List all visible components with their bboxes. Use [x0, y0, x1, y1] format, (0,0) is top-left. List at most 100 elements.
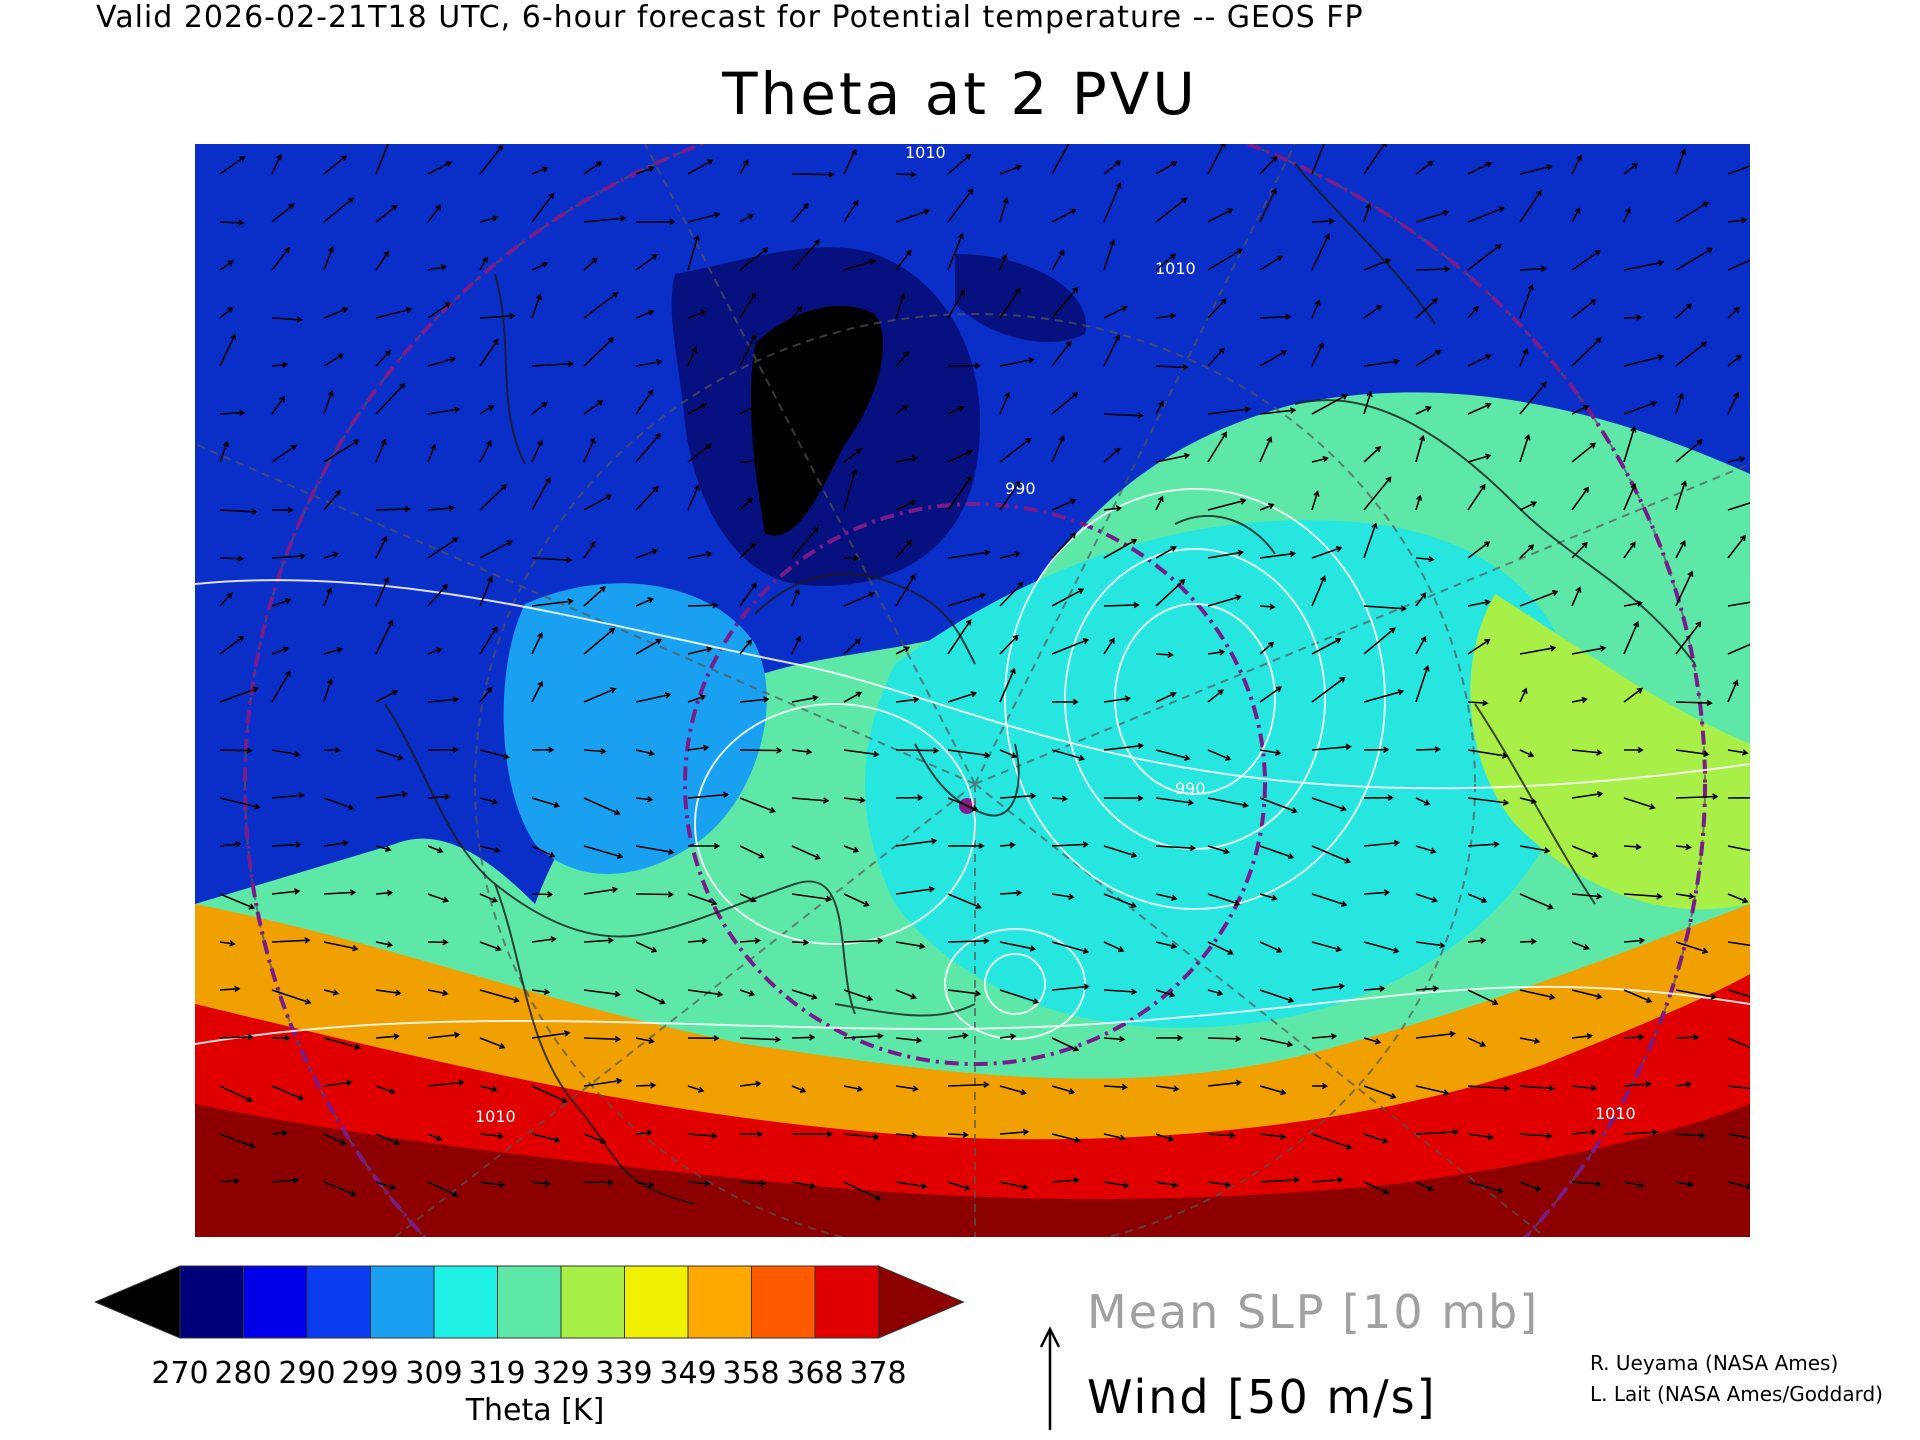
wind-vector: [1207, 595, 1241, 607]
wind-vector: [947, 450, 972, 463]
wind-vector-head: [1176, 1034, 1184, 1042]
wind-legend: Wind [50 m/s]: [1087, 1370, 1437, 1424]
wind-vector-head: [452, 537, 459, 544]
wind-vector-head: [826, 1130, 833, 1138]
wind-vector: [323, 1037, 360, 1049]
wind-vector-head: [1595, 337, 1602, 344]
wind-vector: [583, 1133, 606, 1144]
wind-vector: [895, 351, 909, 367]
wind-vector-head: [852, 199, 859, 207]
wind-vector-head: [1742, 749, 1749, 756]
wind-vector: [1727, 1181, 1750, 1189]
wind-vector: [999, 198, 1008, 223]
wind-vector-head: [1170, 161, 1178, 167]
wind-vector-head: [877, 1032, 884, 1040]
wind-vector-head: [1324, 233, 1330, 240]
wind-vector-head: [513, 996, 520, 1003]
wind-vector-head: [1287, 853, 1295, 860]
wind-vector-head: [1124, 695, 1132, 703]
colorbar-cell: [624, 1265, 689, 1339]
wind-vector: [1519, 688, 1527, 703]
wind-vector-head: [750, 333, 757, 341]
wind-vector: [1519, 544, 1534, 559]
wind-vector-head: [1335, 637, 1342, 644]
wind-vector: [999, 635, 1019, 655]
wind-vector-head: [1271, 894, 1278, 901]
wind-vector-head: [863, 900, 870, 907]
wind-vector: [1103, 1085, 1127, 1089]
wind-vector-head: [404, 505, 411, 513]
wind-vector-head: [1339, 676, 1346, 683]
wind-vector: [687, 1133, 717, 1137]
wind-vector-head: [656, 358, 663, 366]
wind-vector-head: [1072, 1045, 1080, 1052]
wind-vector-head: [1009, 841, 1016, 849]
colorbar-cell: [243, 1265, 308, 1339]
wind-vector-head: [701, 937, 708, 945]
wind-vector: [739, 459, 773, 463]
wind-vector: [895, 749, 938, 752]
wind-vector-head: [1638, 1033, 1645, 1041]
wind-vector: [427, 507, 454, 511]
wind-vector-head: [809, 1034, 816, 1041]
wind-vector: [843, 692, 862, 703]
wind-vector: [1415, 893, 1437, 902]
wind-vector-head: [284, 670, 291, 677]
wind-vector-head: [1693, 1034, 1700, 1041]
wind-vector-head: [1137, 412, 1144, 419]
wind-vector: [219, 636, 244, 655]
wind-vector-head: [491, 896, 499, 903]
wind-vector: [895, 404, 908, 415]
wind-vector: [1311, 394, 1348, 415]
wind-vector-head: [975, 903, 982, 909]
wind-vector-head: [1009, 667, 1016, 675]
wind-vector-head: [648, 1037, 655, 1045]
wind-vector: [1467, 162, 1492, 175]
wind-vector-head: [1227, 948, 1234, 955]
wind-vector: [1415, 406, 1431, 415]
wind-vector: [375, 308, 411, 319]
wind-vector: [375, 536, 387, 559]
wind-vector: [635, 639, 661, 655]
wind-vector: [531, 167, 548, 175]
wind-vector-head: [1236, 248, 1244, 255]
svg-text:990: 990: [1175, 779, 1206, 798]
wind-vector: [791, 527, 819, 559]
wind-vector: [1519, 797, 1536, 803]
wind-vector: [219, 1180, 239, 1183]
wind-vector: [375, 1133, 400, 1145]
wind-vector: [895, 574, 916, 607]
wind-vector-head: [1115, 505, 1123, 512]
wind-vector: [1571, 893, 1601, 898]
wind-vector-head: [1365, 203, 1372, 210]
wind-vector: [271, 317, 302, 321]
wind-vector: [427, 1133, 442, 1141]
wind-vector-head: [1687, 1181, 1694, 1188]
wind-vector-head: [812, 526, 819, 533]
wind-vector-head: [1335, 546, 1343, 553]
wind-vector-head: [1452, 1128, 1460, 1136]
wind-vector: [219, 221, 244, 224]
wind-vector-head: [1710, 993, 1718, 1000]
wind-vector-head: [1340, 805, 1347, 812]
wind-vector-head: [646, 796, 654, 803]
wind-vector-head: [1679, 540, 1686, 547]
wind-vector-head: [1078, 754, 1086, 762]
wind-vector: [739, 797, 775, 813]
wind-vector: [1727, 535, 1746, 559]
wind-vector-head: [246, 1096, 253, 1103]
wind-vector-head: [1549, 645, 1557, 652]
wind-vector: [739, 1082, 761, 1087]
wind-vector: [1207, 749, 1231, 761]
wind-vector: [531, 440, 543, 463]
wind-vector: [271, 749, 300, 756]
wind-vector-head: [974, 990, 982, 997]
wind-vector-head: [1058, 435, 1065, 442]
wind-vector: [375, 1035, 399, 1039]
wind-vector-head: [799, 1086, 807, 1093]
wind-vector: [1571, 587, 1581, 607]
wind-vector-head: [1576, 154, 1583, 161]
wind-vector: [1207, 408, 1250, 415]
wind-vector-head: [1271, 155, 1278, 162]
wind-vector-head: [647, 389, 654, 396]
